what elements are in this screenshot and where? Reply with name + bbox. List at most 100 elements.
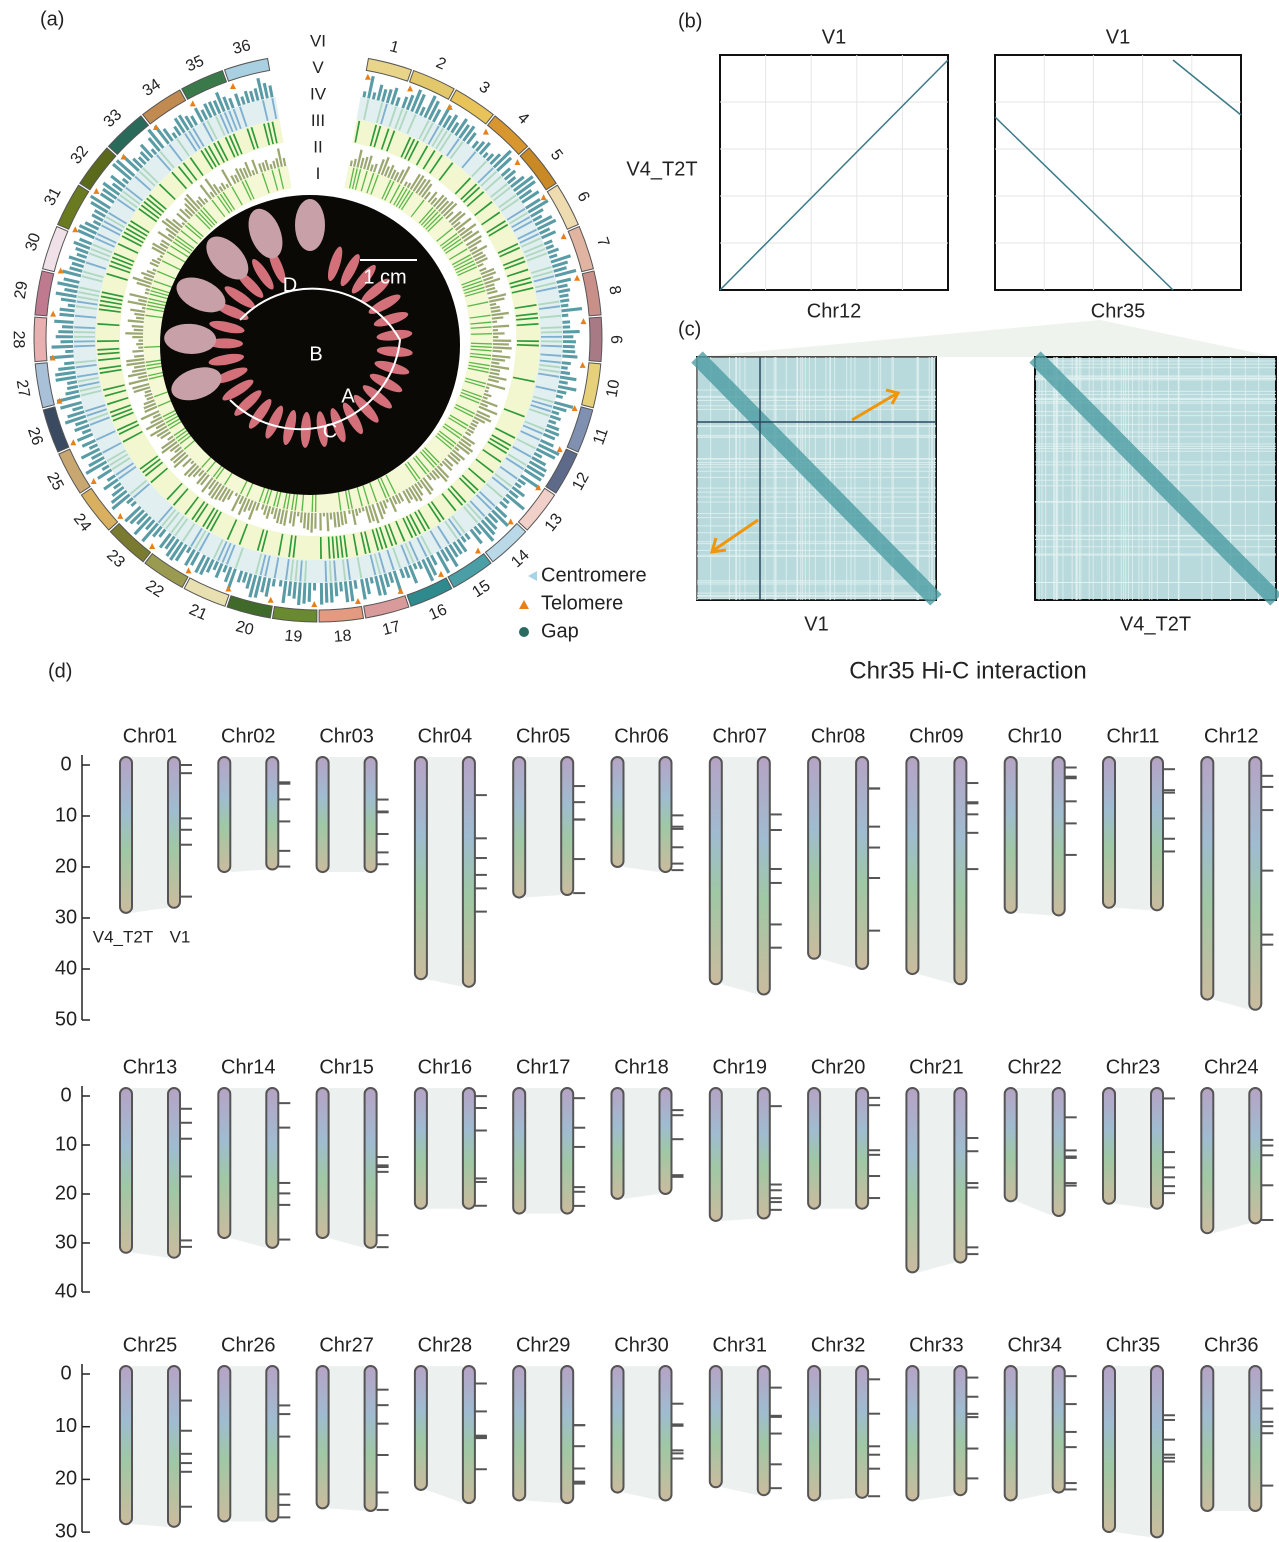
- synteny: [230, 1366, 266, 1522]
- tick-label: 10: [55, 1415, 77, 1437]
- tick-label: 10: [55, 804, 77, 826]
- synteny: [1213, 1366, 1249, 1511]
- chromosome-name: Chr24: [1204, 1056, 1258, 1078]
- chromosome-label: 9: [609, 335, 626, 344]
- chromosome-bar: [1249, 757, 1261, 1010]
- synteny: [329, 757, 365, 872]
- chromosome-name: Chr26: [221, 1334, 275, 1356]
- tick-label: 0: [60, 1362, 71, 1384]
- chromosome-label: 8: [605, 284, 623, 296]
- chromosome-bar: [168, 1366, 180, 1527]
- organ-label: C: [323, 420, 337, 442]
- chromosome-label: 4: [514, 109, 532, 128]
- chromosome-bar: [1249, 1088, 1261, 1223]
- panel-label: (a): [40, 8, 64, 30]
- x-label: Chr12: [807, 300, 861, 322]
- assembly-label: V1: [170, 927, 191, 946]
- chromosome-bar: [1005, 1366, 1017, 1500]
- chromosome-label: 29: [12, 280, 32, 300]
- density-bar: [313, 583, 316, 591]
- chromosome-bar: [808, 757, 820, 959]
- chromosome-bar: [660, 1366, 672, 1500]
- tick-label: 0: [60, 1084, 71, 1106]
- tick-label: 50: [55, 1008, 77, 1030]
- synteny: [525, 757, 561, 898]
- tick-label: 30: [55, 906, 77, 928]
- synteny: [1213, 757, 1249, 1010]
- chromosome-bar: [317, 1088, 329, 1238]
- density-bar: [56, 335, 73, 338]
- synteny: [1017, 757, 1053, 915]
- chromosome-label: 11: [590, 426, 612, 447]
- chromosome-segment: [35, 271, 54, 316]
- chromosome-segment: [319, 606, 363, 622]
- chromosome-label: 5: [547, 146, 566, 163]
- chromosome-name: Chr05: [516, 725, 570, 747]
- chromosome-name: Chr14: [221, 1056, 275, 1078]
- chromosome-bar: [1005, 757, 1017, 913]
- chromosome-segment: [582, 363, 601, 408]
- synteny: [1115, 1088, 1151, 1209]
- chromosome-bar: [463, 1088, 475, 1209]
- organ-label: A: [341, 385, 355, 407]
- chromosome-label: 23: [103, 547, 128, 572]
- chromosome-bar: [168, 757, 180, 908]
- chromosome-segment: [582, 271, 601, 316]
- synteny: [132, 1088, 168, 1258]
- tick-label: 10: [55, 1133, 77, 1155]
- synteny: [918, 757, 954, 984]
- synteny: [132, 1366, 168, 1527]
- chromosome-label: 1: [388, 38, 401, 57]
- chromosome-name: Chr29: [516, 1334, 570, 1356]
- density-bar: [493, 329, 498, 331]
- chromosome-bar: [415, 1088, 427, 1209]
- chromosome-bar: [218, 1088, 230, 1238]
- synteny: [820, 757, 856, 969]
- chromosome-bar: [710, 1088, 722, 1221]
- x-label: V1: [804, 613, 828, 635]
- chromosome-label: 10: [604, 378, 624, 399]
- synteny: [329, 1366, 365, 1511]
- chromosome-segment: [589, 317, 602, 361]
- chromosome-name: Chr12: [1204, 725, 1258, 747]
- density-bar: [138, 346, 143, 348]
- panel-label: (c): [678, 318, 701, 340]
- legend-centromere: [528, 571, 537, 581]
- synteny: [427, 1088, 463, 1209]
- chromosome-label: 21: [186, 601, 209, 624]
- chromosome-name: Chr27: [319, 1334, 373, 1356]
- zoom-fan: [697, 320, 1276, 357]
- density-bar: [314, 513, 316, 529]
- synteny: [624, 1088, 660, 1199]
- chromosome-bar: [758, 757, 770, 995]
- density-bar: [60, 340, 73, 343]
- density-bar: [563, 340, 576, 343]
- density-bar: [320, 583, 323, 605]
- chromosome-name: Chr09: [909, 725, 963, 747]
- chromosome-bar: [906, 1366, 918, 1500]
- chromosome-bar: [906, 1088, 918, 1272]
- chromosome-bar: [612, 757, 624, 867]
- density-bar: [58, 330, 73, 333]
- chromosome-name: Chr21: [909, 1056, 963, 1078]
- synteny: [722, 757, 758, 995]
- chromosome-name: Chr28: [418, 1334, 472, 1356]
- chromosome-bar: [513, 1366, 525, 1500]
- chromosome-bar: [1103, 1366, 1115, 1532]
- density-bar: [138, 340, 143, 342]
- synteny: [820, 1088, 856, 1209]
- tick-label: 20: [55, 1182, 77, 1204]
- chromosome-bar: [1151, 1366, 1163, 1537]
- chromosome-label: 19: [284, 627, 303, 645]
- chromosome-name: Chr35: [1106, 1334, 1160, 1356]
- stripe: [74, 336, 95, 338]
- chromosome-comparison: 01020304050Chr01Chr02Chr03Chr04Chr05Chr0…: [55, 725, 1273, 1542]
- chromosome-name: Chr22: [1007, 1056, 1061, 1078]
- chromosome-bar: [513, 757, 525, 898]
- chromosome-label: 18: [333, 627, 352, 645]
- chromosome-name: Chr30: [614, 1334, 668, 1356]
- chromosome-bar: [954, 1366, 966, 1495]
- chromosome-label: 17: [381, 618, 403, 639]
- section-title: Chr35 Hi-C interaction: [849, 657, 1086, 684]
- synteny: [427, 1366, 463, 1503]
